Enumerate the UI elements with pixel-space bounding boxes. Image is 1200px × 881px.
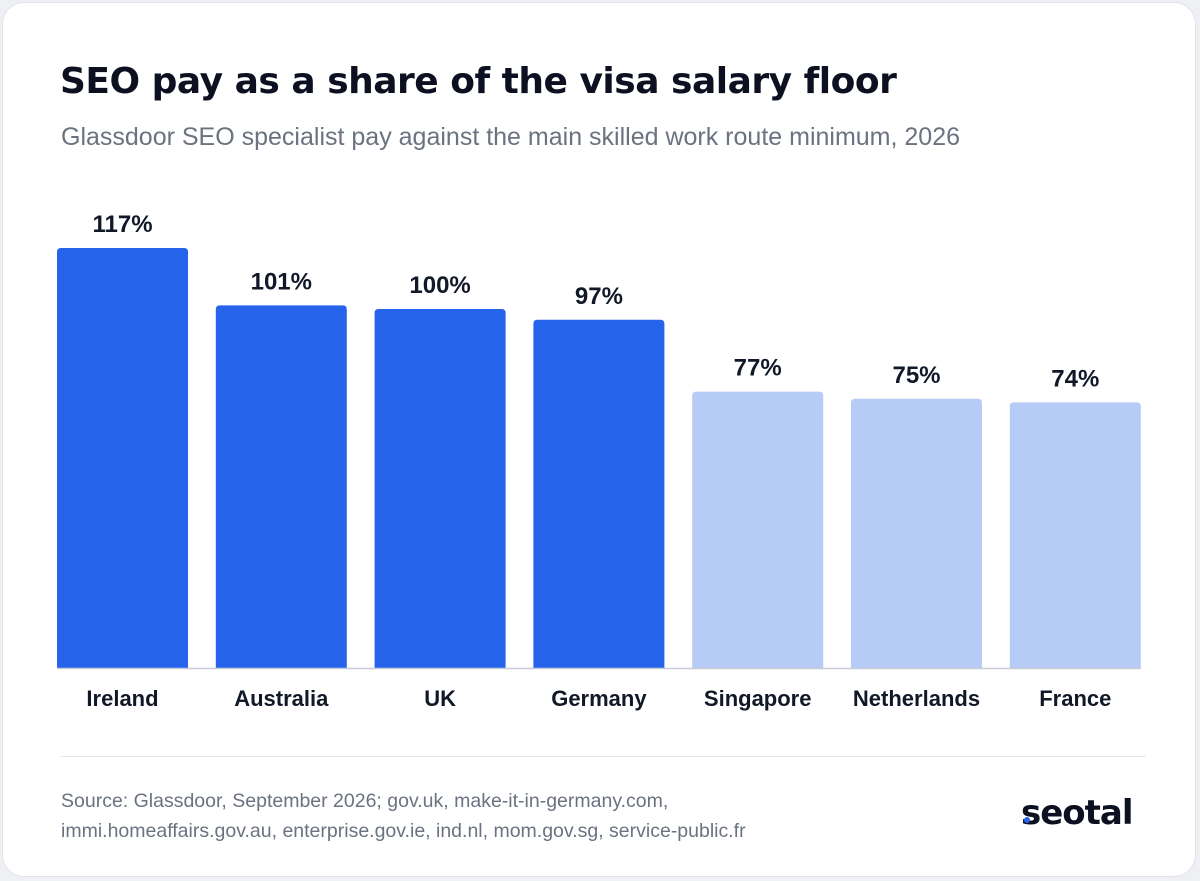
brand-name: seotal: [1021, 793, 1134, 833]
value-label-france: 74%: [1051, 365, 1099, 392]
source-line-1: Source: Glassdoor, September 2026; gov.u…: [61, 790, 669, 812]
category-label-uk: UK: [424, 686, 456, 711]
bar-germany: [533, 319, 665, 668]
chart-subtitle: Glassdoor SEO specialist pay against the…: [61, 123, 961, 151]
category-label-france: France: [1039, 686, 1111, 711]
bar-singapore: [692, 391, 824, 668]
footer-divider: [60, 756, 1146, 757]
chart-title: SEO pay as a share of the visa salary fl…: [60, 61, 897, 102]
category-label-ireland: Ireland: [86, 686, 158, 711]
bar-france: [1009, 402, 1141, 668]
value-label-uk: 100%: [409, 272, 470, 299]
value-label-singapore: 77%: [734, 355, 782, 382]
bar-australia: [215, 305, 347, 668]
category-label-netherlands: Netherlands: [853, 686, 980, 711]
bar-netherlands: [851, 398, 982, 668]
category-label-germany: Germany: [551, 686, 647, 711]
category-label-australia: Australia: [234, 686, 329, 711]
brand-logo: seotal: [1021, 793, 1134, 833]
category-label-singapore: Singapore: [704, 686, 812, 711]
source-line-2: immi.homeaffairs.gov.au, enterprise.gov.…: [61, 820, 746, 842]
value-label-netherlands: 75%: [892, 362, 940, 389]
value-label-australia: 101%: [251, 268, 312, 295]
brand-accent-dot: [1024, 817, 1030, 823]
bar-ireland: [57, 248, 188, 668]
value-label-ireland: 117%: [92, 211, 152, 238]
source-note: Source: Glassdoor, September 2026; gov.u…: [61, 786, 746, 846]
bar-uk: [374, 309, 506, 668]
value-label-germany: 97%: [575, 283, 623, 310]
